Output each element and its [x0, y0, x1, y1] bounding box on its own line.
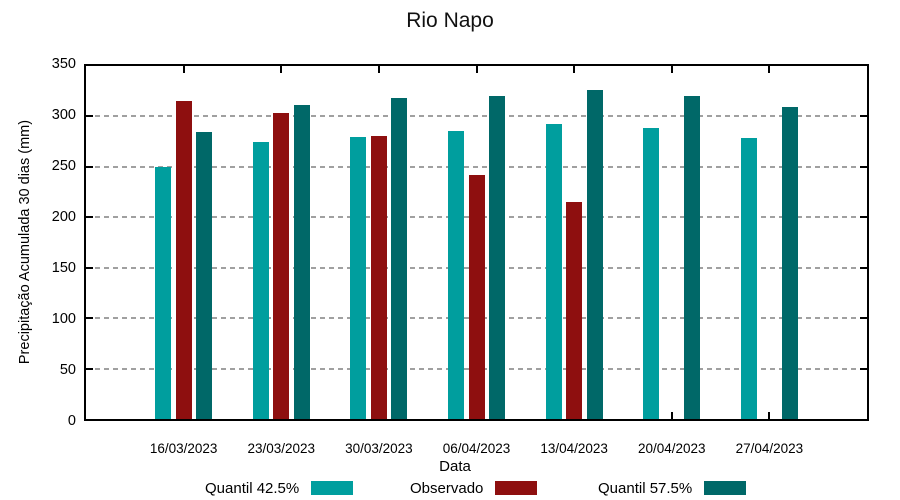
- y-tick-left: [86, 216, 93, 218]
- y-tick-left: [86, 267, 93, 269]
- bar-quantil-42.5-: [448, 131, 464, 419]
- x-tick-bottom: [670, 412, 673, 419]
- x-tick-label: 20/04/2023: [637, 441, 706, 456]
- bar-quantil-42.5-: [643, 128, 660, 419]
- x-tick-label: 13/04/2023: [540, 441, 608, 456]
- x-tick-label: 06/04/2023: [442, 441, 511, 456]
- plot-area: [84, 64, 869, 421]
- y-tick-right: [860, 267, 867, 269]
- y-tick-label: 50: [59, 362, 76, 378]
- bar-quantil-42.5-: [252, 142, 269, 419]
- x-tick-label: 16/03/2023: [149, 441, 218, 456]
- x-tick-top: [573, 66, 576, 73]
- x-tick-top: [280, 66, 283, 73]
- y-tick-label: 350: [51, 56, 76, 72]
- chart-title: Rio Napo: [406, 9, 494, 32]
- x-tick-label: 23/03/2023: [247, 441, 316, 456]
- legend-swatch: [311, 481, 354, 495]
- bar-quantil-57.5-: [196, 132, 213, 419]
- x-tick-bottom: [768, 412, 771, 419]
- y-tick-label: 0: [67, 413, 76, 429]
- y-tick-label: 100: [51, 311, 76, 327]
- y-tick-left: [86, 115, 93, 117]
- bar-quantil-42.5-: [545, 124, 562, 419]
- legend-entry: Quantil 42.5%: [205, 479, 354, 497]
- bar-observado: [468, 175, 485, 419]
- bar-quantil-57.5-: [391, 98, 408, 419]
- y-tick-label: 200: [51, 209, 76, 225]
- y-tick-label: 250: [51, 158, 76, 174]
- bar-observado: [273, 113, 290, 419]
- bar-quantil-57.5-: [684, 96, 701, 419]
- bar-quantil-42.5-: [740, 138, 757, 419]
- y-tick-left: [86, 368, 93, 370]
- bar-quantil-57.5-: [586, 90, 603, 419]
- x-tick-label: 30/03/2023: [345, 441, 413, 456]
- bar-quantil-57.5-: [293, 105, 310, 419]
- bar-observado: [370, 136, 387, 419]
- x-tick-top: [475, 66, 478, 73]
- y-tick-right: [860, 317, 867, 319]
- legend-entry: Observado: [410, 479, 538, 497]
- x-tick-top: [670, 66, 673, 73]
- bar-observado: [566, 202, 583, 419]
- legend-label: Quantil 42.5%: [205, 479, 300, 497]
- y-tick-right: [860, 166, 867, 168]
- bar-observado: [175, 101, 192, 419]
- legend-entry: Quantil 57.5%: [598, 479, 747, 497]
- x-axis-title: Data: [439, 458, 471, 475]
- bar-quantil-42.5-: [155, 167, 172, 419]
- legend-label: Observado: [410, 479, 484, 497]
- y-tick-label: 150: [51, 260, 76, 276]
- bar-quantil-57.5-: [781, 107, 798, 419]
- x-tick-top: [377, 66, 380, 73]
- y-tick-label: 300: [51, 107, 76, 123]
- y-tick-left: [86, 317, 93, 319]
- x-tick-top: [768, 66, 771, 73]
- x-tick-label: 27/04/2023: [735, 441, 804, 456]
- gridline-y250: [86, 166, 867, 168]
- legend-swatch: [704, 481, 747, 495]
- y-tick-right: [860, 115, 867, 117]
- bar-quantil-42.5-: [350, 137, 367, 419]
- gridline-y300: [86, 115, 867, 117]
- y-tick-right: [860, 216, 867, 218]
- y-tick-left: [86, 166, 93, 168]
- legend-swatch: [495, 481, 538, 495]
- bar-quantil-57.5-: [489, 96, 505, 419]
- y-tick-right: [860, 368, 867, 370]
- x-tick-top: [182, 66, 185, 73]
- legend-label: Quantil 57.5%: [598, 479, 693, 497]
